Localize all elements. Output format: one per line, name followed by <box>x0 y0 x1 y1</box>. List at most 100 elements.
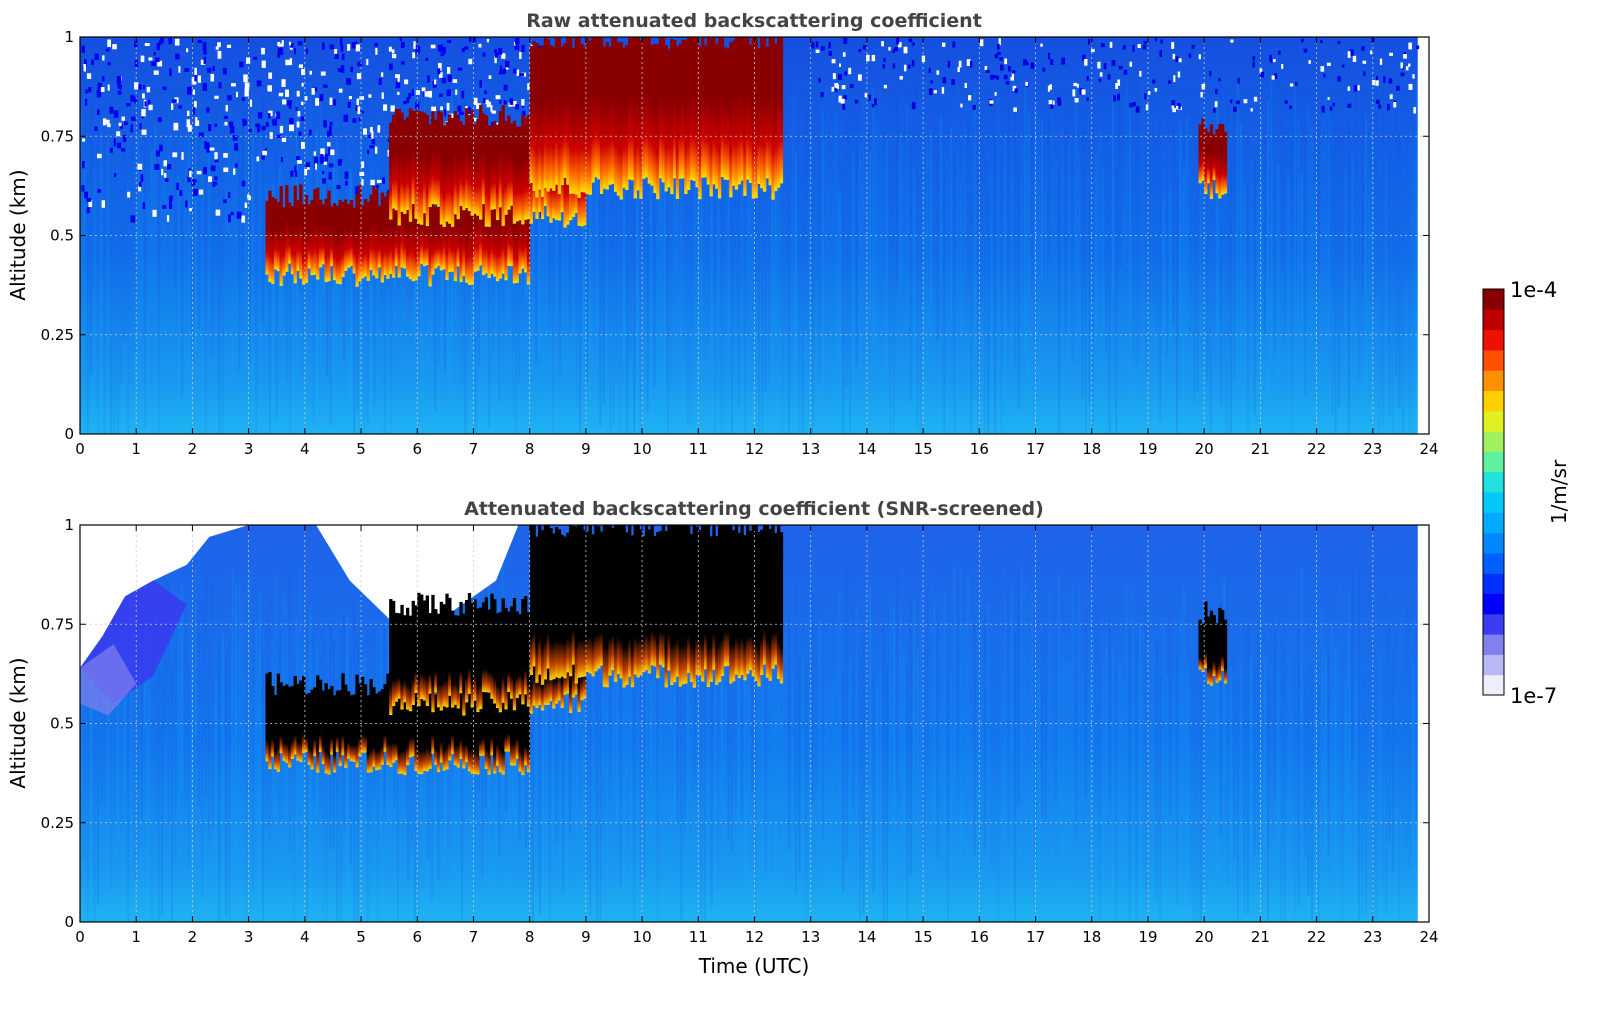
noise-pixel <box>431 106 437 112</box>
cloud-column <box>498 196 503 279</box>
noise-pixel <box>328 163 334 168</box>
texture-streak <box>606 157 609 434</box>
noise-pixel <box>277 47 282 55</box>
noise-pixel <box>399 37 402 42</box>
texture-streak <box>171 668 174 922</box>
noise-pixel <box>276 111 281 120</box>
texture-streak <box>818 620 821 922</box>
noise-pixel <box>81 160 85 169</box>
texture-streak <box>1408 611 1411 869</box>
cloud-column <box>577 525 581 678</box>
noise-pixel <box>928 67 931 73</box>
texture-streak <box>602 152 605 404</box>
noise-pixel <box>244 88 249 97</box>
cloud-column <box>509 198 514 267</box>
noise-pixel <box>994 53 999 59</box>
texture-streak <box>1058 571 1061 833</box>
noise-pixel <box>84 191 89 199</box>
cloud-column <box>493 120 497 210</box>
noise-pixel <box>359 171 365 176</box>
cloud-column <box>602 46 607 189</box>
noise-pixel <box>321 42 325 50</box>
noise-pixel <box>328 147 331 156</box>
noise-pixel <box>290 170 294 177</box>
texture-streak <box>106 603 109 860</box>
noise-pixel <box>278 92 284 97</box>
noise-pixel <box>509 98 513 105</box>
texture-streak <box>720 591 723 806</box>
noise-pixel <box>281 40 284 47</box>
cloud-column <box>422 112 427 214</box>
texture-streak <box>211 77 214 358</box>
texture-streak <box>730 646 733 854</box>
noise-pixel <box>144 101 147 107</box>
cloud-column <box>737 532 741 679</box>
noise-pixel <box>223 153 228 158</box>
x-tick-label: 4 <box>300 928 310 946</box>
noise-pixel <box>105 119 110 125</box>
noise-pixel <box>1176 105 1179 110</box>
cloud-column <box>287 686 292 768</box>
noise-pixel <box>377 125 381 133</box>
texture-streak <box>1108 618 1111 794</box>
texture-streak <box>1182 586 1185 820</box>
noise-pixel <box>247 196 251 201</box>
texture-streak <box>1179 612 1182 878</box>
texture-streak <box>1253 156 1256 416</box>
low-signal-region <box>80 644 137 716</box>
noise-pixel <box>320 148 325 156</box>
noise-pixel <box>361 179 364 186</box>
cloud-column <box>619 525 623 679</box>
noise-pixel <box>442 46 446 54</box>
texture-streak <box>434 663 437 922</box>
noise-pixel <box>468 58 473 65</box>
noise-pixel <box>1357 85 1360 91</box>
cloud-column <box>434 206 438 269</box>
cloud-column <box>400 184 404 268</box>
noise-pixel <box>1103 63 1107 70</box>
noise-pixel <box>295 170 298 177</box>
cloud-column <box>439 205 444 271</box>
texture-streak <box>757 183 760 434</box>
cloud-column <box>560 46 564 186</box>
noise-pixel <box>97 189 102 193</box>
cloud-column <box>352 207 356 274</box>
noise-pixel <box>521 44 525 53</box>
noise-pixel <box>153 52 156 56</box>
noise-pixel <box>141 109 146 117</box>
cloud-column <box>439 601 444 711</box>
noise-pixel <box>359 96 365 100</box>
colorbar-swatch <box>1483 451 1504 473</box>
cloud-column <box>661 37 666 183</box>
noise-pixel <box>159 144 163 152</box>
noise-pixel <box>148 57 153 61</box>
noise-pixel <box>1389 52 1393 56</box>
cloud-column <box>465 690 469 763</box>
noise-pixel <box>296 121 300 128</box>
colorbar: 1e-4 1e-7 1/m/sr <box>1482 278 1571 708</box>
texture-streak <box>167 105 170 355</box>
texture-streak <box>1010 588 1013 756</box>
noise-pixel <box>340 65 345 73</box>
noise-pixel <box>233 168 236 175</box>
colorbar-swatch <box>1483 552 1504 574</box>
cloud-column <box>476 119 480 216</box>
texture-streak <box>542 640 545 896</box>
noise-pixel <box>333 99 337 106</box>
cloud-column <box>672 39 677 179</box>
texture-streak <box>1250 655 1253 840</box>
texture-streak <box>1321 110 1324 327</box>
texture-streak <box>609 582 612 776</box>
noise-pixel <box>1273 73 1278 79</box>
texture-streak <box>140 159 143 323</box>
texture-streak <box>832 82 835 419</box>
noise-pixel <box>203 56 207 65</box>
cloud-column <box>307 204 311 269</box>
texture-streak <box>133 655 136 880</box>
noise-pixel <box>463 46 469 50</box>
texture-streak <box>896 83 899 283</box>
cloud-column <box>495 124 500 220</box>
x-tick-label: 17 <box>1026 440 1045 458</box>
cloud-column <box>501 681 505 775</box>
texture-streak <box>599 618 602 922</box>
